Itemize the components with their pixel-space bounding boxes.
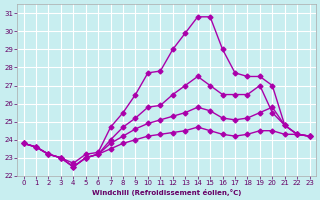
X-axis label: Windchill (Refroidissement éolien,°C): Windchill (Refroidissement éolien,°C)	[92, 189, 241, 196]
